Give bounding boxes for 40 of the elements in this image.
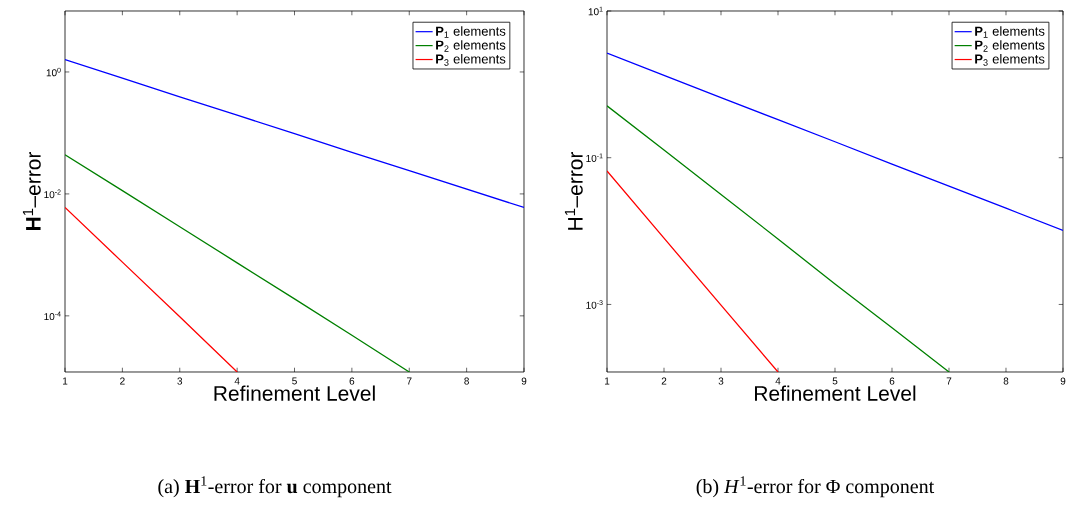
x-tick-label: 4 xyxy=(234,377,240,385)
x-axis-title: Refinement Level xyxy=(755,385,916,401)
x-tick-label: 9 xyxy=(1060,377,1066,385)
legend-label: P$_{2}$ elements xyxy=(436,40,506,52)
y-tick-label: 10$^{1}$ xyxy=(588,6,603,16)
y-tick-label: 10$^{0}$ xyxy=(46,67,61,77)
y-tick-label: 10$^{-3}$ xyxy=(586,300,603,309)
x-tick-label: 8 xyxy=(464,377,469,385)
legend-label: P$_{2}$ elements xyxy=(975,40,1045,52)
x-tick-label: 8 xyxy=(1003,377,1009,385)
x-tick-label: 1 xyxy=(63,377,68,385)
y-axis-title: H$^{1}$–error xyxy=(564,151,583,230)
x-tick-label: 2 xyxy=(661,377,667,385)
legend-label: P$_{3}$ elements xyxy=(436,54,506,66)
x-tick-label: 7 xyxy=(406,377,412,385)
x-axis-title: Refinement Level xyxy=(214,385,375,401)
x-tick-label: 3 xyxy=(718,377,724,385)
legend-label: P$_{1}$ elements xyxy=(436,26,506,38)
legend-label: P$_{1}$ elements xyxy=(975,26,1045,38)
legend-label: P$_{3}$ elements xyxy=(975,54,1045,66)
x-tick-label: 6 xyxy=(349,377,355,385)
x-tick-label: 1 xyxy=(604,377,610,385)
x-tick-label: 9 xyxy=(521,377,527,385)
x-tick-label: 6 xyxy=(889,377,895,385)
x-tick-label: 2 xyxy=(120,377,125,385)
x-tick-label: 5 xyxy=(832,377,838,385)
text: (a) H$^{1}$-error for u component xyxy=(158,476,392,498)
line-series xyxy=(607,105,950,372)
y-tick-label: 10$^{-1}$ xyxy=(586,153,603,162)
y-tick-label: 10$^{-4}$ xyxy=(44,311,61,321)
y-tick-label: 10$^{-2}$ xyxy=(44,189,61,199)
line-series xyxy=(65,206,238,372)
y-axis-title: H$^{1}$–error xyxy=(22,151,41,231)
x-tick-label: 7 xyxy=(946,377,952,385)
x-tick-label: 5 xyxy=(292,377,297,385)
x-tick-label: 4 xyxy=(775,377,781,385)
line-series xyxy=(607,170,779,372)
x-tick-label: 3 xyxy=(177,377,183,385)
text: (b) H$^{1}$-error for Φ component xyxy=(696,476,935,498)
line-series xyxy=(65,154,410,372)
